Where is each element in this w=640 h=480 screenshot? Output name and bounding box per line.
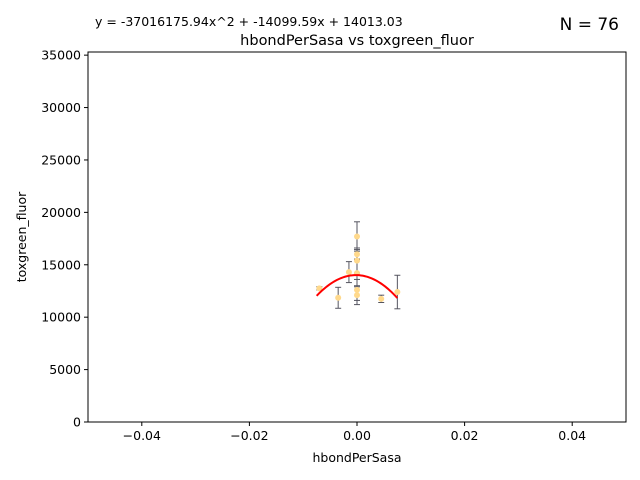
y-tick-label: 10000 <box>41 310 81 325</box>
data-point <box>354 292 360 299</box>
x-tick-label: −0.04 <box>123 428 161 443</box>
y-tick-label: 5000 <box>49 362 81 377</box>
data-point <box>354 286 360 293</box>
data-point <box>354 251 360 258</box>
y-tick-label: 30000 <box>41 100 81 115</box>
x-tick-label: 0.04 <box>558 428 586 443</box>
fit-equation: y = -37016175.94x^2 + -14099.59x + 14013… <box>95 14 403 29</box>
data-point <box>354 233 360 240</box>
data-point <box>354 257 360 264</box>
y-tick-label: 25000 <box>41 152 81 167</box>
x-tick-label: 0.02 <box>451 428 479 443</box>
data-point <box>335 294 342 301</box>
data-point <box>345 269 352 276</box>
y-tick-label: 20000 <box>41 205 81 220</box>
x-axis: −0.04 −0.02 0.00 0.02 0.04 <box>123 422 586 443</box>
x-tick-label: 0.00 <box>343 428 371 443</box>
data-point <box>378 295 385 302</box>
y-axis-label: toxgreen_fluor <box>14 191 29 282</box>
data-point <box>316 285 323 292</box>
y-tick-label: 35000 <box>41 48 81 63</box>
y-tick-label: 0 <box>73 415 81 430</box>
sample-count: N = 76 <box>560 15 619 35</box>
fit-curve <box>315 274 399 299</box>
x-axis-label: hbondPerSasa <box>312 450 401 465</box>
chart-title: hbondPerSasa vs toxgreen_fluor <box>240 33 474 49</box>
x-tick-label: −0.02 <box>230 428 268 443</box>
plot-area <box>315 221 401 310</box>
y-tick-label: 15000 <box>41 257 81 272</box>
data-point <box>394 289 401 296</box>
y-axis: 0 5000 10000 15000 20000 25000 30000 35000 <box>41 48 88 430</box>
